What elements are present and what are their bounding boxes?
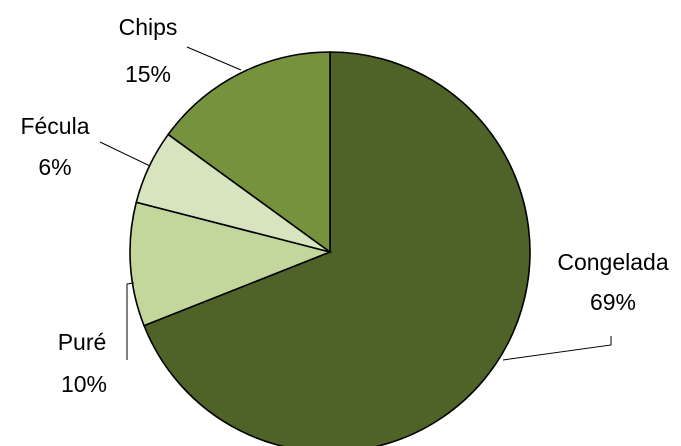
pie-slices [129,51,531,446]
slice-label-pure-percent: 10% [61,371,107,397]
pie-slice-congelada [143,51,531,446]
slice-label-pure-name: Puré [58,329,107,355]
leader-line-fecula [99,141,151,167]
slice-label-fecula-percent: 6% [38,154,71,180]
slice-label-chips-name: Chips [119,14,178,40]
pie-slice-chips [167,51,331,254]
leader-line-congelada [502,336,612,361]
slice-label-chips-percent: 15% [125,61,171,87]
slice-label-congelada-percent: 69% [590,289,636,315]
pie-slice-pure [129,201,333,327]
leader-lines [99,46,612,361]
slice-label-congelada-name: Congelada [557,249,668,275]
leader-line-chips [186,46,242,71]
slice-label-fecula-name: Fécula [20,113,89,139]
leader-line-pure [126,282,135,360]
